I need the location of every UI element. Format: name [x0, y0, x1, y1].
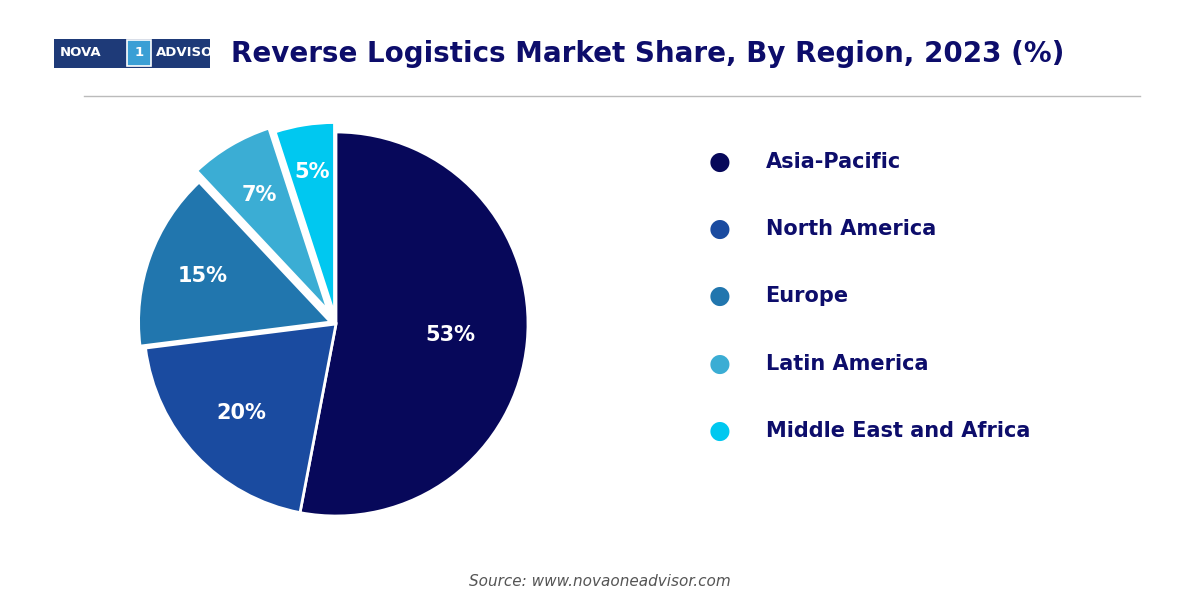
- Text: Reverse Logistics Market Share, By Region, 2023 (%): Reverse Logistics Market Share, By Regio…: [232, 40, 1064, 68]
- Wedge shape: [275, 122, 335, 314]
- Text: ●: ●: [709, 352, 731, 376]
- Text: Asia-Pacific: Asia-Pacific: [766, 152, 901, 172]
- Text: ●: ●: [709, 419, 731, 443]
- Text: ●: ●: [709, 284, 731, 308]
- Text: NOVA: NOVA: [60, 46, 102, 59]
- Text: Middle East and Africa: Middle East and Africa: [766, 421, 1030, 441]
- Text: Latin America: Latin America: [766, 353, 928, 374]
- Wedge shape: [197, 128, 328, 311]
- Text: Europe: Europe: [766, 286, 848, 307]
- Text: North America: North America: [766, 219, 936, 239]
- Wedge shape: [145, 324, 336, 512]
- Wedge shape: [300, 132, 528, 516]
- Text: 15%: 15%: [178, 266, 227, 286]
- Text: 5%: 5%: [294, 162, 330, 182]
- Text: 20%: 20%: [216, 403, 265, 424]
- Text: 1: 1: [134, 46, 144, 59]
- Text: 7%: 7%: [242, 185, 277, 205]
- Text: Source: www.novaoneadvisor.com: Source: www.novaoneadvisor.com: [469, 575, 731, 589]
- Wedge shape: [138, 182, 330, 346]
- Text: ●: ●: [709, 217, 731, 241]
- Text: ●: ●: [709, 150, 731, 174]
- Text: ADVISOR: ADVISOR: [156, 46, 223, 59]
- Text: 53%: 53%: [426, 325, 475, 345]
